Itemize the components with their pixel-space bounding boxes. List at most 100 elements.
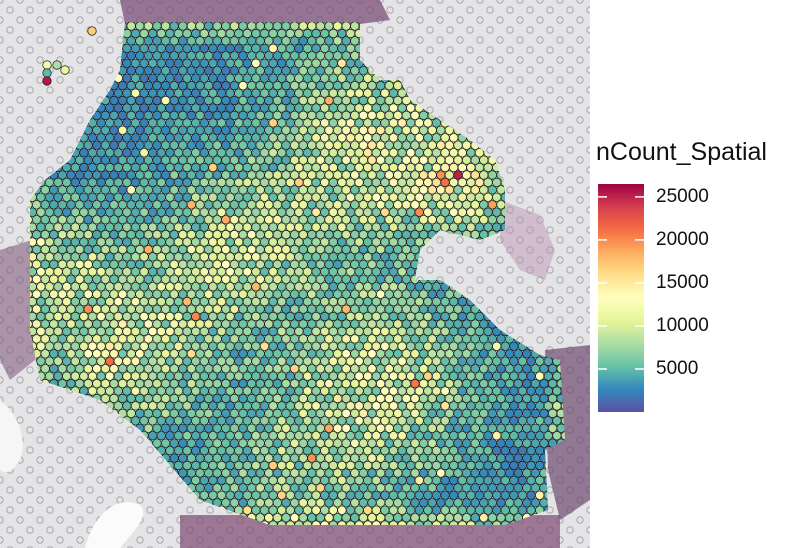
spot [384, 95, 394, 106]
spot [264, 349, 274, 359]
spot [277, 222, 287, 232]
spot [251, 252, 261, 262]
spot [216, 148, 227, 158]
spot [126, 110, 136, 121]
spot [311, 460, 321, 471]
spot [341, 364, 351, 374]
spot [216, 237, 227, 247]
spot [384, 349, 394, 359]
spot [195, 304, 205, 314]
spot [423, 162, 433, 173]
spot [431, 222, 442, 232]
spot [199, 341, 209, 351]
spot [449, 192, 459, 202]
spot [281, 95, 291, 106]
spot [272, 140, 282, 150]
spot [376, 95, 386, 106]
spot [268, 431, 278, 441]
spot [191, 431, 201, 441]
spot [492, 431, 502, 441]
spot [307, 438, 317, 448]
spot [152, 379, 162, 389]
spot [371, 252, 381, 262]
spot [148, 356, 158, 366]
spot [152, 140, 162, 150]
spot [225, 460, 235, 471]
spot [414, 118, 424, 128]
spot [354, 133, 364, 143]
spot [483, 520, 493, 525]
spot [122, 326, 132, 336]
spot [328, 356, 338, 366]
spot [212, 140, 222, 150]
spot [251, 386, 261, 396]
spot [320, 207, 330, 217]
spot [74, 230, 85, 240]
spot [277, 88, 287, 98]
spot [513, 379, 523, 389]
spot [74, 364, 85, 374]
spot [341, 513, 351, 523]
spot [92, 215, 102, 225]
spot [526, 356, 536, 366]
spot [135, 364, 145, 374]
spot [259, 88, 270, 98]
spot [311, 282, 321, 292]
spot [178, 438, 188, 448]
spot [186, 259, 196, 269]
spot [457, 192, 467, 202]
spot [178, 230, 188, 240]
spot [268, 192, 278, 202]
spot [354, 505, 364, 515]
spot [113, 311, 123, 322]
spot [277, 446, 287, 456]
spot [354, 446, 364, 456]
spot [208, 282, 218, 292]
spot [242, 103, 252, 113]
spot [208, 118, 218, 128]
spot [358, 170, 368, 180]
spot [294, 103, 304, 113]
spot [156, 148, 166, 158]
spot [186, 170, 196, 180]
spot [208, 446, 218, 456]
spot [376, 498, 386, 508]
spot [130, 252, 141, 262]
spot [242, 282, 252, 292]
spot [328, 371, 338, 381]
spot [199, 28, 209, 39]
spot [453, 423, 463, 433]
spot [302, 133, 313, 143]
spot [247, 468, 257, 478]
spot [380, 192, 390, 202]
spot [294, 297, 304, 307]
spot [367, 483, 377, 493]
spot [130, 297, 141, 307]
spot [401, 244, 411, 255]
spot [259, 490, 270, 500]
spot [70, 341, 80, 351]
spot [397, 177, 407, 187]
spot [345, 207, 356, 217]
spot [216, 356, 227, 366]
spot [444, 513, 454, 523]
spot [204, 140, 214, 150]
spot [367, 244, 377, 255]
spot [419, 453, 429, 463]
spot [466, 371, 476, 381]
spot [333, 468, 343, 478]
spot [281, 259, 291, 269]
spot [238, 483, 248, 493]
spot [444, 170, 454, 180]
spot [358, 319, 368, 329]
spot [161, 95, 171, 106]
spot [242, 475, 252, 485]
spot [100, 364, 111, 374]
spot [337, 326, 347, 336]
spot [57, 170, 68, 180]
spot [74, 379, 85, 389]
spot [307, 215, 317, 225]
spot [337, 311, 347, 322]
spot [251, 222, 261, 232]
spot [320, 28, 330, 39]
